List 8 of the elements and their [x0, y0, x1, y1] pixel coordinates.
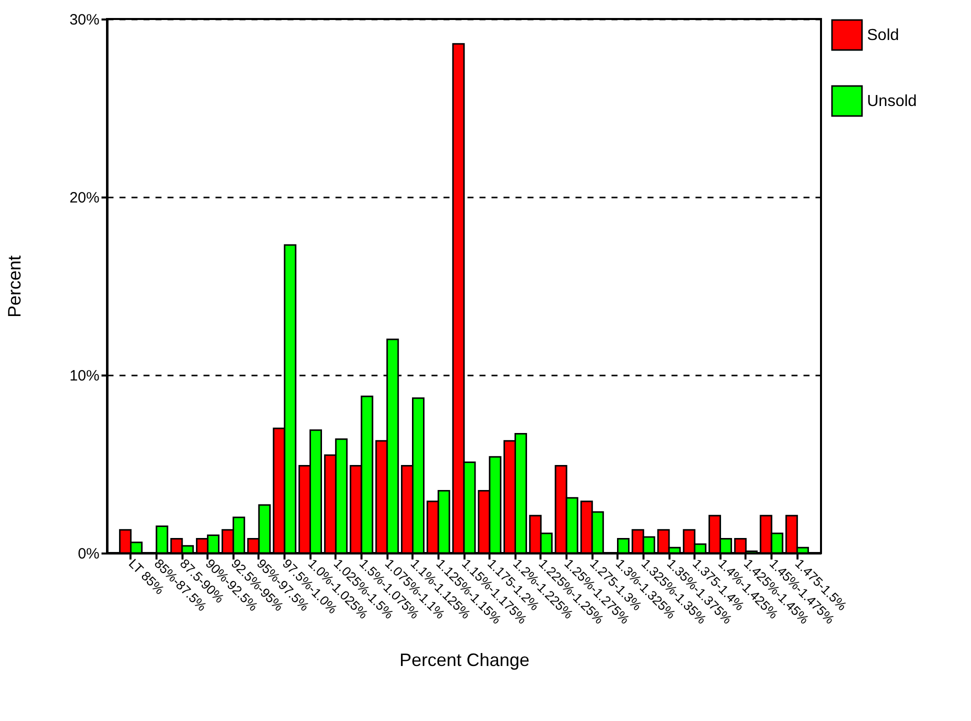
- y-tick-label: 0%: [78, 546, 100, 562]
- y-tick-label: 30%: [69, 12, 100, 28]
- y-tick-label: 10%: [69, 368, 100, 384]
- legend-label: Sold: [867, 27, 900, 44]
- y-axis-title: Percent: [4, 255, 24, 318]
- y-tick-label: 20%: [69, 190, 100, 206]
- legend-label: Unsold: [867, 93, 917, 110]
- x-axis-title: Percent Change: [399, 650, 530, 670]
